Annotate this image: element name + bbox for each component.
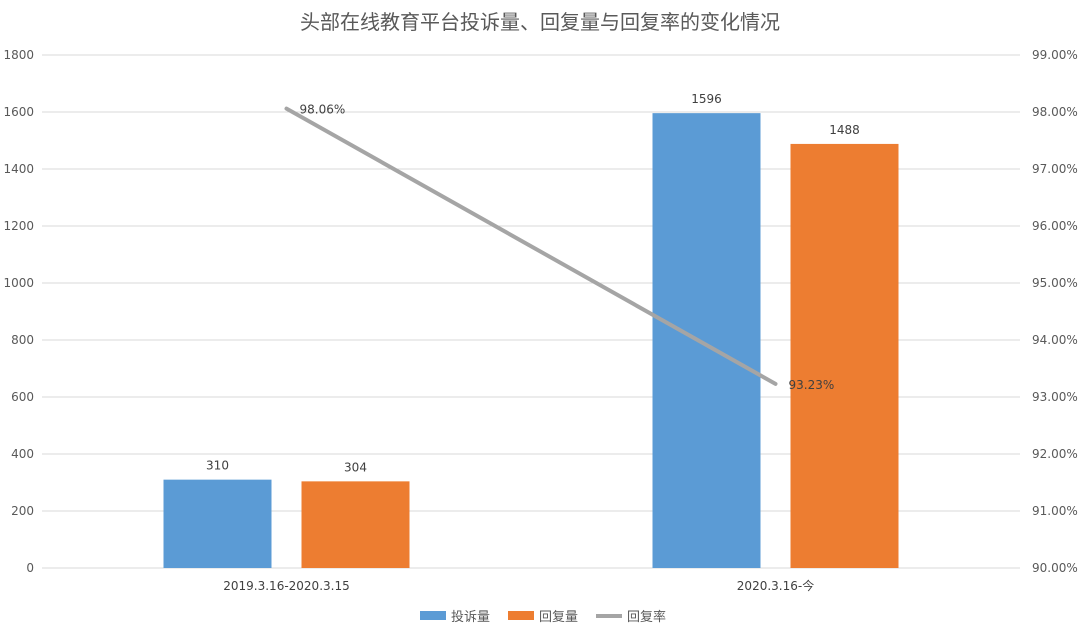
chart-title: 头部在线教育平台投诉量、回复量与回复率的变化情况: [300, 10, 780, 34]
y-left-tick-label: 1000: [3, 276, 34, 290]
bar-data-label: 1488: [829, 123, 860, 137]
line-回复率: [284, 106, 778, 386]
bar-投诉量: [652, 113, 761, 568]
y-right-tick-label: 92.00%: [1032, 447, 1078, 461]
y-right-tick-label: 90.00%: [1032, 561, 1078, 575]
bar-data-label: 1596: [691, 92, 722, 106]
y-right-tick-label: 94.00%: [1032, 333, 1078, 347]
line-data-label: 98.06%: [300, 103, 346, 117]
y-right-tick-label: 96.00%: [1032, 219, 1078, 233]
y-left-tick-label: 400: [11, 447, 34, 461]
legend-label: 回复量: [539, 610, 578, 625]
bar-data-label: 310: [206, 459, 229, 473]
bar-投诉量: [163, 479, 272, 568]
y-left-tick-label: 600: [11, 390, 34, 404]
legend-swatch: [508, 611, 534, 620]
y-right-tick-label: 95.00%: [1032, 276, 1078, 290]
y-left-tick-label: 0: [26, 561, 34, 575]
y-left-tick-label: 1600: [3, 105, 34, 119]
y-right-tick-label: 93.00%: [1032, 390, 1078, 404]
legend-label: 回复率: [627, 609, 666, 625]
y-left-tick-label: 1800: [3, 48, 34, 62]
y-left-tick-label: 800: [11, 333, 34, 347]
line-data-label: 93.23%: [789, 378, 835, 392]
legend-swatch: [420, 611, 446, 620]
y-right-tick-label: 98.00%: [1032, 105, 1078, 119]
y-right-tick-label: 91.00%: [1032, 504, 1078, 518]
x-category-label: 2019.3.16-2020.3.15: [223, 579, 349, 593]
y-right-tick-label: 99.00%: [1032, 48, 1078, 62]
bar-回复量: [301, 481, 410, 568]
bar-data-label: 304: [344, 460, 367, 474]
y-left-tick-label: 1400: [3, 162, 34, 176]
bar-回复量: [790, 143, 899, 569]
y-right-tick-label: 97.00%: [1032, 162, 1078, 176]
x-category-label: 2020.3.16-今: [737, 578, 814, 593]
legend-label: 投诉量: [451, 609, 490, 625]
y-left-tick-label: 200: [11, 504, 34, 518]
y-left-tick-label: 1200: [3, 219, 34, 233]
